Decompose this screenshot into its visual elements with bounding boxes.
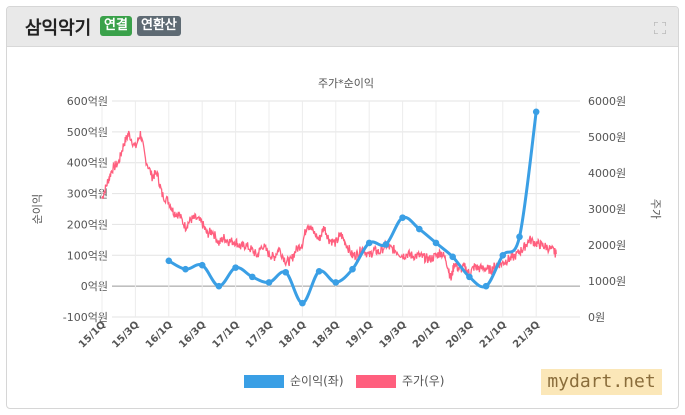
company-title: 삼익악기 [25, 18, 92, 39]
net-income-point [315, 268, 323, 275]
net-income-point [299, 299, 306, 307]
y-left-tick-label: -100억원 [63, 311, 108, 324]
net-income-point [416, 225, 423, 233]
x-tick-label: 19/3Q [378, 319, 409, 350]
chart-panel: 삼익악기 연결 연환산 주가*순이익 -100억원 0억원 100억원 200억원 300… [6, 6, 679, 409]
y-right-tick-label: 5000원 [588, 131, 626, 144]
legend-label-price: 주가(우) [402, 374, 445, 388]
net-income-point [232, 264, 239, 271]
y-right-tick-label: 6000원 [588, 95, 626, 108]
x-tick-label: 15/1Q [77, 319, 108, 350]
net-income-point [516, 233, 523, 241]
chart-svg: 주가*순이익 -100억원 0억원 100억원 200억원 300억원 400억원 500억원… [31, 77, 662, 350]
net-income-point [482, 282, 490, 290]
net-income-point [198, 261, 206, 269]
y-left-tick-label: 500억원 [67, 126, 108, 139]
y-right-tick-label: 4000원 [588, 167, 626, 180]
y-left-tick-label: 100억원 [67, 249, 108, 262]
chart-area: 주가*순이익 -100억원 0억원 100억원 200억원 300억원 400억원 500억원… [7, 47, 678, 408]
x-tick-label: 19/1Q [344, 319, 375, 350]
y-left-tick-label: 200억원 [67, 218, 108, 231]
net-income-point [365, 239, 373, 247]
net-income-point [399, 214, 406, 221]
annualized-badge[interactable]: 연환산 [137, 16, 181, 36]
x-tick-label: 15/3Q [110, 319, 141, 350]
x-tick-label: 18/1Q [277, 319, 308, 350]
y-right-tick-label: 1000원 [588, 275, 626, 288]
net-income-point [265, 279, 273, 286]
legend-item-price[interactable]: 주가(우) [356, 372, 444, 389]
y-right-tick-label: 0원 [588, 311, 605, 324]
legend-swatch-price [356, 375, 396, 388]
chart-title: 주가*순이익 [318, 77, 374, 90]
site-watermark: mydart.net [541, 369, 662, 395]
y-left-tick-label: 400억원 [67, 157, 108, 170]
x-tick-label: 18/3Q [311, 319, 342, 350]
legend-label-net-income: 순이익(좌) [290, 374, 344, 388]
net-income-point [499, 251, 507, 259]
net-income-point [349, 265, 356, 273]
y-left-tick-label: 0억원 [81, 280, 108, 293]
y-left-tick-label: 600억원 [67, 95, 108, 108]
series-line-net-income [168, 111, 538, 305]
net-income-point [332, 279, 340, 286]
expand-icon[interactable] [653, 19, 667, 35]
x-tick-label: 16/1Q [144, 319, 175, 350]
consolidated-badge[interactable]: 연결 [100, 16, 132, 36]
x-tick-label: 20/3Q [444, 319, 475, 350]
y-right-axis-title: 주가 [649, 199, 662, 219]
net-income-point [532, 108, 540, 116]
series-line-price [101, 130, 557, 281]
panel-header: 삼익악기 연결 연환산 [7, 7, 678, 47]
x-tick-label: 20/1Q [411, 319, 442, 350]
x-tick-label: 21/3Q [511, 319, 542, 350]
net-income-point [382, 241, 390, 248]
net-income-point [249, 273, 256, 281]
x-tick-label: 21/1Q [478, 319, 509, 350]
net-income-point [466, 273, 473, 281]
y-left-axis-title: 순이익 [31, 194, 44, 224]
net-income-point [282, 268, 290, 276]
net-income-point [449, 253, 457, 261]
net-income-point [215, 282, 223, 290]
x-tick-label: 16/3Q [177, 319, 208, 350]
x-tick-label: 17/1Q [211, 319, 242, 350]
legend-swatch-net-income [244, 375, 284, 388]
net-income-point [165, 257, 173, 265]
x-tick-label: 17/3Q [244, 319, 275, 350]
y-right-tick-label: 2000원 [588, 239, 626, 252]
y-right-tick-label: 3000원 [588, 203, 626, 216]
y-left-tick-label: 300억원 [67, 188, 108, 201]
net-income-point [432, 239, 440, 247]
net-income-point [182, 265, 189, 273]
legend-item-net-income[interactable]: 순이익(좌) [244, 372, 344, 389]
